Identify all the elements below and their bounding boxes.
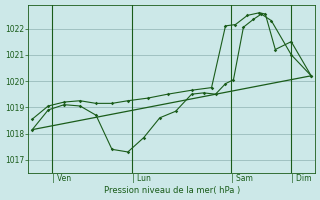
X-axis label: Pression niveau de la mer( hPa ): Pression niveau de la mer( hPa ) <box>104 186 240 195</box>
